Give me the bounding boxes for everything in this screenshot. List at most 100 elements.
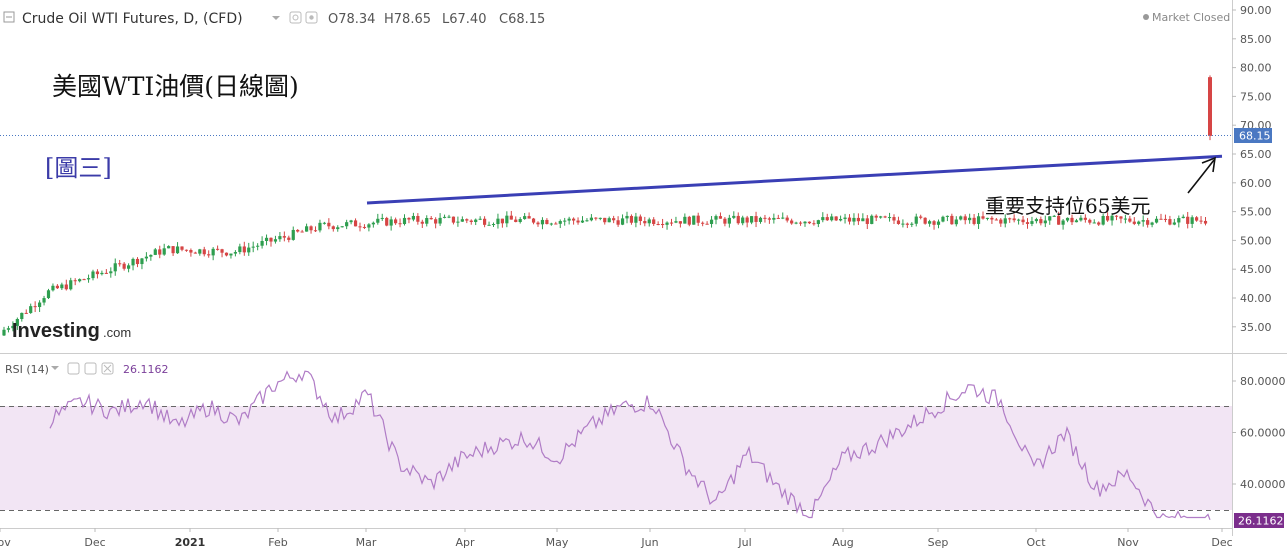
candle-body	[692, 215, 696, 225]
candle-body	[456, 221, 460, 223]
time-tick-label: 2021	[175, 536, 206, 549]
candle-body	[233, 252, 237, 254]
candlestick-series	[2, 75, 1212, 337]
candle-body	[6, 328, 11, 330]
candle-body	[665, 222, 669, 225]
candle-body	[229, 253, 233, 256]
chevron-down-icon[interactable]	[51, 366, 59, 370]
candle-body	[64, 284, 68, 290]
eye-icon-pupil	[292, 14, 299, 21]
candle-body	[514, 219, 518, 222]
investing-logo: Investing	[12, 320, 100, 342]
candle-body	[135, 258, 140, 265]
candle-body	[162, 248, 166, 255]
time-tick-label: Nov	[1117, 536, 1139, 549]
candle-body	[847, 217, 852, 222]
candle-body	[954, 219, 958, 225]
candle-body	[78, 279, 82, 282]
candle-body	[928, 221, 932, 224]
candle-body	[554, 223, 558, 225]
candle-body	[465, 219, 469, 221]
candle-body	[625, 215, 629, 219]
support-trendline[interactable]	[366, 154, 1223, 205]
candle-body	[251, 246, 255, 248]
time-tick-label: Nov	[0, 536, 11, 549]
candle-body	[158, 249, 162, 255]
candle-body	[398, 223, 402, 225]
candle-body	[1208, 77, 1212, 136]
price-tick-label: 45.00	[1240, 263, 1272, 276]
candle-body	[798, 222, 803, 224]
candle-body	[910, 223, 914, 225]
candle-body	[478, 218, 482, 220]
rsi-value-tag-text: 26.1162	[1238, 515, 1284, 528]
candle-body	[1159, 218, 1163, 220]
candle-body	[603, 217, 607, 223]
candle-body	[638, 216, 642, 222]
candle-body	[830, 216, 834, 221]
collapse-icon[interactable]	[3, 11, 15, 23]
candle-body	[305, 226, 309, 232]
candle-body	[256, 245, 260, 247]
candle-body	[1141, 220, 1145, 222]
eye-icon[interactable]	[289, 11, 302, 24]
close-icon[interactable]	[101, 362, 114, 375]
candle-body	[385, 217, 389, 226]
candle-body	[990, 217, 994, 220]
candle-body	[1181, 216, 1185, 219]
candle-body	[264, 237, 269, 241]
candle-body	[42, 298, 46, 303]
candle-body	[1061, 220, 1065, 225]
candle-body	[451, 216, 456, 223]
candle-body	[919, 216, 923, 218]
candle-body	[999, 219, 1003, 224]
candle-body	[772, 217, 776, 220]
candle-body	[790, 220, 794, 224]
gear-icon[interactable]	[305, 11, 318, 24]
candle-body	[380, 217, 384, 219]
candle-body	[874, 215, 878, 218]
candle-body	[767, 218, 771, 220]
candle-body	[545, 219, 549, 225]
chevron-down-icon[interactable]	[272, 16, 280, 20]
candle-body	[51, 285, 55, 291]
candle-body	[318, 222, 322, 231]
candle-body	[745, 217, 749, 223]
candle-body	[296, 229, 300, 232]
time-tick-label: Aug	[832, 536, 853, 549]
candle-body	[1012, 218, 1016, 221]
candle-body	[82, 279, 86, 281]
candle-body	[843, 217, 847, 219]
candle-body	[723, 218, 727, 224]
candle-body	[487, 224, 491, 226]
candle-body	[167, 246, 171, 249]
gear-icon[interactable]	[84, 362, 97, 375]
candle-body	[349, 220, 353, 223]
candle-body	[496, 218, 500, 225]
candle-body	[936, 221, 941, 225]
candle-body	[1030, 221, 1034, 224]
candle-body	[224, 252, 229, 256]
candle-body	[678, 221, 682, 224]
candle-body	[211, 248, 215, 256]
candle-body	[616, 220, 620, 225]
candle-body	[727, 217, 731, 224]
candle-body	[340, 226, 344, 228]
candle-body	[701, 222, 705, 224]
candle-body	[607, 218, 611, 223]
candle-body	[91, 271, 95, 279]
candle-body	[483, 218, 487, 225]
candle-body	[1168, 219, 1172, 225]
candle-body	[1088, 219, 1092, 223]
candle-body	[669, 222, 674, 224]
last-price-tag	[1234, 128, 1272, 143]
candle-body	[216, 248, 220, 250]
candle-body	[598, 217, 602, 219]
eye-icon[interactable]	[67, 362, 80, 375]
candle-body	[469, 220, 473, 223]
candle-body	[518, 219, 522, 222]
arrow-head-icon	[1201, 156, 1216, 173]
candle-body	[1025, 222, 1030, 224]
candle-body	[576, 220, 580, 223]
